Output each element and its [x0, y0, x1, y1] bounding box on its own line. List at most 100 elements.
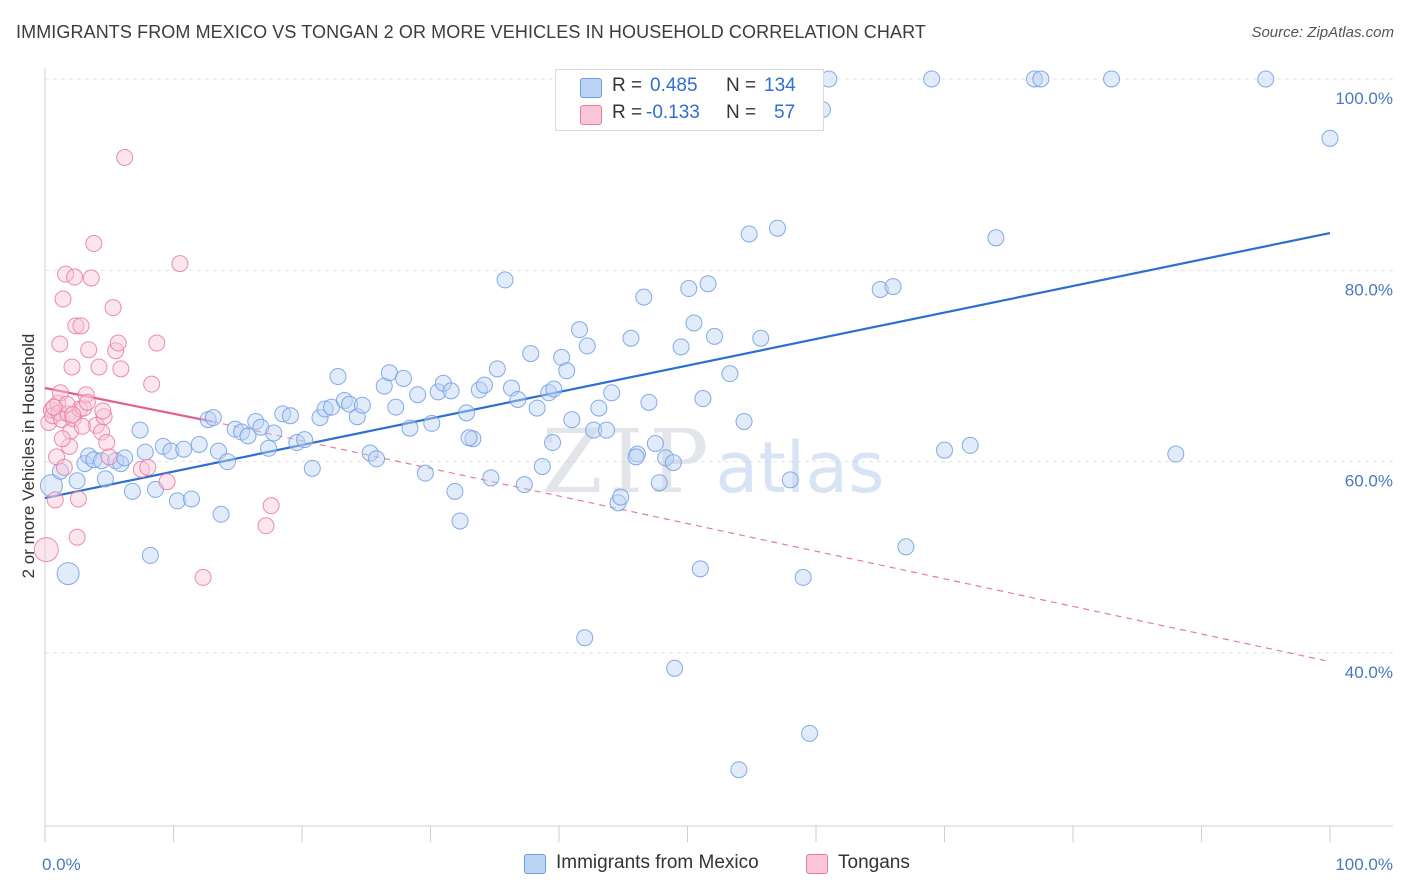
chart-title: IMMIGRANTS FROM MEXICO VS TONGAN 2 OR MO… [16, 22, 926, 42]
point-mexico [1103, 70, 1121, 88]
point-tongans [67, 317, 85, 335]
point-mexico [528, 399, 546, 417]
point-mexico [116, 449, 134, 467]
point-mexico [442, 382, 460, 400]
legend-r-label: R = [612, 75, 643, 96]
y-tick-label: 80.0% [1345, 280, 1393, 299]
point-tongans [104, 299, 122, 317]
point-mexico [265, 424, 283, 442]
point-mexico [218, 453, 236, 471]
point-mexico [650, 474, 668, 492]
point-mexico [691, 560, 709, 578]
watermark-atlas: atlas [715, 427, 884, 509]
point-mexico [646, 434, 664, 452]
point-mexico [296, 431, 314, 449]
point-tongans [68, 528, 86, 546]
point-mexico [353, 396, 371, 414]
point-mexico [361, 444, 379, 462]
point-tongans [94, 402, 112, 420]
point-mexico [571, 321, 589, 339]
point-mexico [563, 411, 581, 429]
point-mexico [740, 225, 758, 243]
point-mexico [627, 448, 645, 466]
point-tongans [46, 491, 64, 509]
point-tongans [69, 490, 87, 508]
trend-line-tongans-extension [211, 420, 1331, 663]
legend-n-label: N = [726, 102, 757, 123]
point-mexico [1032, 70, 1050, 88]
point-mexico [1167, 445, 1185, 463]
point-tongans [78, 393, 96, 411]
point-mexico [664, 454, 682, 472]
point-mexico [1257, 70, 1275, 88]
source-label: Source: ZipAtlas.com [1251, 24, 1394, 41]
point-mexico [801, 724, 819, 742]
point-mexico [341, 395, 359, 413]
y-axis-title: 2 or more Vehicles in Household [19, 334, 38, 579]
point-mexico [545, 380, 563, 398]
legend-n-value-tongans: 57 [774, 102, 796, 123]
point-mexico [451, 512, 469, 530]
point-tongans [100, 448, 118, 466]
point-mexico [590, 399, 608, 417]
point-mexico [794, 568, 812, 586]
point-mexico [987, 229, 1005, 247]
gridlines [45, 78, 1393, 654]
point-mexico [457, 404, 475, 422]
point-mexico [212, 505, 230, 523]
point-mexico [423, 414, 441, 432]
point-mexico [136, 443, 154, 461]
point-tongans [194, 568, 212, 586]
point-mexico [204, 409, 222, 427]
point-mexico [685, 314, 703, 332]
point-mexico [1321, 129, 1339, 147]
point-mexico [612, 488, 630, 506]
point-mexico [735, 412, 753, 430]
point-mexico [768, 219, 786, 237]
point-mexico [303, 459, 321, 477]
point-mexico [175, 440, 193, 458]
point-mexico [429, 383, 447, 401]
point-mexico [380, 364, 398, 382]
point-tongans [82, 269, 100, 287]
point-mexico [311, 409, 329, 427]
point-mexico [190, 435, 208, 453]
tick-labels: 100.0% 80.0% 60.0% 40.0% 0.0% 100.0% [42, 89, 1393, 874]
legend-swatch-tongans [806, 854, 828, 874]
legend-swatch-tongans [580, 105, 602, 125]
point-tongans [132, 460, 150, 478]
point-mexico [640, 393, 658, 411]
point-mexico [666, 659, 684, 677]
point-tongans [257, 517, 275, 535]
point-mexico [515, 476, 533, 494]
trend-line-mexico [44, 231, 1331, 500]
point-mexico [635, 288, 653, 306]
point-mexico [56, 562, 80, 586]
legend-r-label: R = [612, 102, 643, 123]
point-mexico [239, 427, 257, 445]
point-mexico [260, 439, 278, 457]
point-mexico [672, 338, 690, 356]
point-mexico [141, 546, 159, 564]
point-tongans [64, 406, 82, 424]
point-mexico [705, 327, 723, 345]
point-tongans [51, 335, 69, 353]
legend-n-value-mexico: 134 [764, 75, 796, 96]
point-mexico [598, 421, 616, 439]
point-tongans [80, 341, 98, 359]
axes [44, 68, 1393, 842]
point-mexico [544, 434, 562, 452]
point-mexico [897, 538, 915, 556]
point-mexico [585, 421, 603, 439]
point-mexico [781, 471, 799, 489]
point-tongans [148, 334, 166, 352]
point-mexico [488, 360, 506, 378]
point-tongans [139, 458, 157, 476]
point-mexico [694, 390, 712, 408]
point-mexico [395, 369, 413, 387]
point-mexico [387, 398, 405, 416]
point-mexico [622, 329, 640, 347]
point-mexico [1025, 70, 1043, 88]
point-tongans [98, 434, 116, 452]
point-mexico [884, 278, 902, 296]
